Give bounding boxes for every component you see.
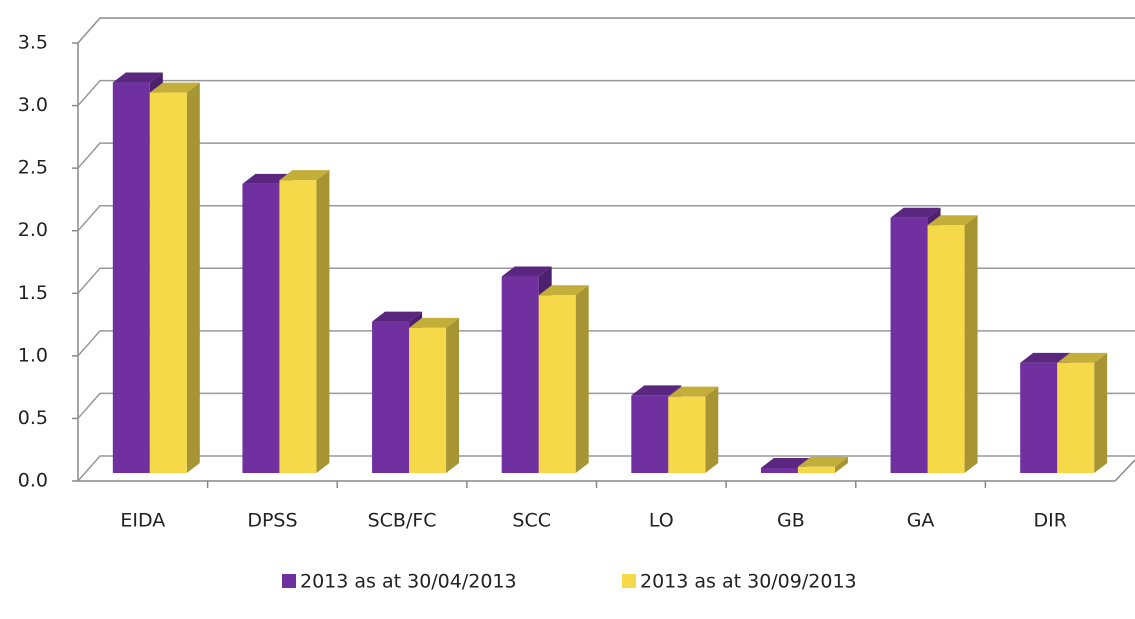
bar-front bbox=[797, 466, 835, 473]
bar bbox=[797, 456, 848, 473]
bar-side bbox=[575, 285, 589, 473]
y-tick-label: 2.5 bbox=[18, 157, 48, 179]
bar-front bbox=[668, 396, 706, 473]
bar-front bbox=[1057, 362, 1095, 473]
y-tick-label: 3.0 bbox=[18, 94, 48, 116]
bar-top bbox=[927, 215, 978, 226]
bar bbox=[1057, 352, 1108, 473]
grid-line bbox=[77, 79, 1135, 107]
y-tick-label: 2.0 bbox=[18, 219, 48, 241]
bar-side bbox=[705, 386, 719, 473]
legend-label: 2013 as at 30/09/2013 bbox=[640, 571, 857, 593]
bar-side bbox=[186, 82, 200, 474]
bar-top bbox=[1020, 352, 1071, 363]
grid-line bbox=[77, 455, 1135, 482]
bar-front bbox=[1020, 362, 1058, 473]
bar-side bbox=[1094, 352, 1108, 473]
bar-front bbox=[242, 183, 280, 474]
x-tick-label: GA bbox=[907, 510, 935, 532]
bar-side bbox=[834, 456, 848, 473]
y-tick-label: 1.0 bbox=[18, 344, 48, 366]
bar bbox=[538, 285, 589, 473]
bar-top bbox=[112, 72, 163, 83]
bar-top bbox=[538, 285, 589, 296]
bar bbox=[927, 215, 978, 473]
x-tick-label: LO bbox=[649, 510, 674, 532]
y-tick-label: 0.5 bbox=[18, 407, 48, 429]
x-tick-label: SCB/FC bbox=[368, 510, 437, 532]
bar-front bbox=[372, 321, 410, 473]
bar-front bbox=[279, 180, 317, 473]
bar-top bbox=[1057, 352, 1108, 363]
bar-front bbox=[501, 276, 539, 473]
y-tick-label: 1.5 bbox=[18, 282, 48, 304]
grid-line bbox=[77, 142, 1135, 169]
bar-side bbox=[316, 170, 330, 473]
bar-top bbox=[372, 311, 423, 322]
bar-front bbox=[927, 225, 965, 473]
grid-line bbox=[77, 330, 1135, 357]
bar-top bbox=[760, 457, 811, 468]
grid-line bbox=[77, 267, 1135, 294]
bar-front bbox=[112, 82, 150, 473]
bar-side bbox=[964, 215, 978, 473]
bar-top bbox=[797, 456, 848, 467]
legend-swatch bbox=[622, 574, 636, 588]
bar-top bbox=[149, 82, 200, 93]
bar-front bbox=[760, 467, 798, 473]
x-tick-label: EIDA bbox=[120, 510, 165, 532]
back-wall-edge bbox=[77, 17, 1135, 44]
y-tick-label: 3.5 bbox=[18, 32, 48, 54]
bar-front bbox=[149, 92, 187, 474]
bar-front bbox=[890, 217, 928, 473]
legend-swatch bbox=[282, 574, 296, 588]
bar-top bbox=[409, 317, 460, 328]
bar-top bbox=[668, 386, 719, 397]
bar-front bbox=[538, 295, 576, 473]
legend-label: 2013 as at 30/04/2013 bbox=[300, 571, 517, 593]
x-tick-label: DPSS bbox=[247, 510, 297, 532]
x-tick-label: SCC bbox=[512, 510, 551, 532]
grid-line bbox=[77, 204, 1135, 232]
bar bbox=[668, 386, 719, 473]
bar-front bbox=[631, 395, 669, 473]
bar bbox=[149, 82, 200, 474]
x-tick-label: DIR bbox=[1033, 510, 1066, 532]
bar-top bbox=[631, 385, 682, 396]
bar-side bbox=[446, 317, 460, 473]
bar-top bbox=[279, 170, 330, 181]
x-tick-label: GB bbox=[777, 510, 805, 532]
grid-line bbox=[77, 392, 1135, 419]
bar-front bbox=[409, 327, 447, 473]
bar bbox=[409, 317, 460, 473]
grid-line bbox=[77, 17, 1135, 44]
y-tick-label: 0.0 bbox=[18, 470, 48, 492]
bar-top bbox=[890, 207, 941, 218]
floor-edge bbox=[1114, 459, 1135, 482]
bar-top bbox=[501, 266, 552, 277]
bar bbox=[279, 170, 330, 473]
